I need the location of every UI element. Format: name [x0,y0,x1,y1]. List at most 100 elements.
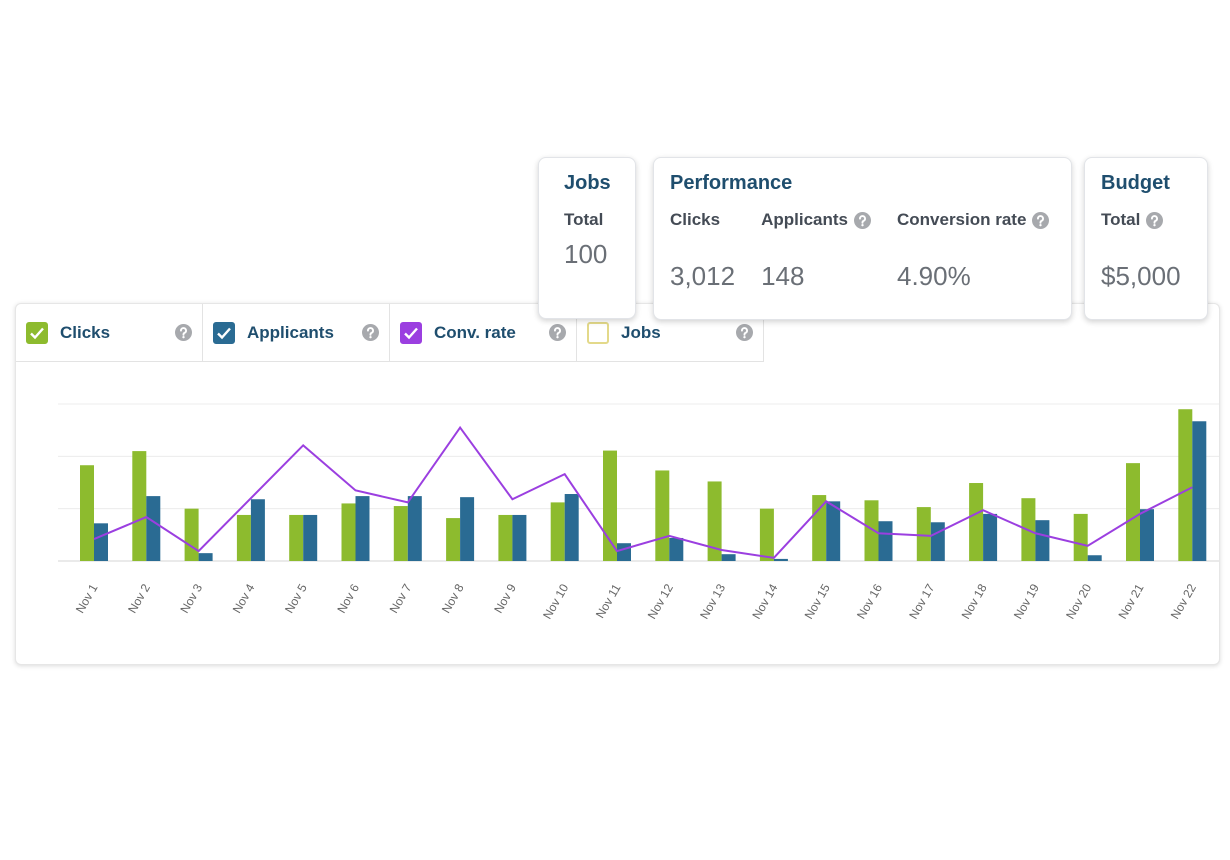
bar [969,483,984,561]
help-icon [175,324,192,341]
item-label-text: Applicants [761,210,848,229]
chart: Nov 1 Nov 2 Nov 3 Nov 4 Nov 5 Nov 6 Nov 7 Nov 8… [58,403,1219,621]
card-items: Clicks 3,012 Applicants 148 Conversion rate 4… [670,209,1055,292]
item-label: Applicants [761,209,871,231]
bar [773,558,788,561]
bar [916,507,931,561]
help-mark [858,214,866,224]
chart-card: Nov 1 Nov 2 Nov 3 Nov 4 Nov 5 Nov 6 Nov 7 Nov 8… [15,303,1220,665]
card-item: Total $5,000 [1101,209,1181,292]
bar [460,497,475,561]
card-item: Conversion rate 4.90% [896,209,1050,292]
x-tick-label: Nov 12 [645,581,676,621]
bar [564,494,579,561]
x-tick-label: Nov 21 [1115,581,1146,621]
bar [1073,513,1088,561]
x-tick-label: Nov 3 [177,581,205,615]
bar [617,543,631,561]
card-title: Jobs [564,172,611,194]
card-item: Total 100 [564,209,607,270]
x-tick-label: Nov 10 [540,581,571,621]
x-tick-label: Nov 16 [854,581,885,621]
line-series [93,425,1193,559]
item-label: Clicks [670,209,735,231]
help-icon [1032,211,1050,229]
bar [407,496,422,561]
x-tick-label: Nov 19 [1011,581,1042,621]
item-label-text: Total [564,210,604,229]
bar [198,553,213,561]
item-value: 3,012 [670,261,736,291]
summary-card: Jobs Total 100 [538,157,636,319]
bar [446,518,461,561]
bar [1140,509,1154,561]
help-icon [362,324,379,341]
x-tick-label: Nov 22 [1168,581,1199,621]
item-label-text: Clicks [670,210,721,229]
card-items: Total 100 [564,209,619,270]
legend-toggle[interactable]: Conv. rate [390,304,577,362]
bar [1087,555,1102,561]
bar [1178,409,1193,561]
help-dot [1153,223,1157,226]
checkbox-box [400,321,422,344]
legend-label: Applicants [247,322,334,342]
bar [1192,421,1207,561]
checkbox-check [404,327,418,339]
help-mark [553,327,561,336]
bar [132,451,147,561]
legend-toggle[interactable]: Clicks [16,304,203,362]
card-item: Applicants 148 [761,209,871,292]
checkbox[interactable] [26,321,48,344]
bar [184,508,199,561]
bar [393,506,408,561]
bar [355,496,370,561]
help-dot [556,336,559,339]
bar [603,450,617,561]
legend-toggle[interactable]: Applicants [203,304,390,362]
x-tick-label: Nov 14 [749,581,780,621]
help-mark [1151,214,1159,224]
bar [512,514,527,561]
checkbox-check [30,327,44,339]
help-mark [179,327,187,336]
legend-toggle[interactable]: Jobs [577,304,764,362]
item-label: Conversion rate [896,209,1050,231]
x-tick-label: Nov 6 [334,581,362,615]
checkbox-check [217,327,231,339]
checkbox[interactable] [400,321,422,344]
x-tick-label: Nov 9 [491,581,519,615]
item-value: 4.90% [896,261,971,291]
bar [80,465,94,561]
bar [669,537,684,561]
help-dot [182,336,185,339]
bar [864,500,879,561]
summary-card: Budget Total $5,000 [1084,157,1208,320]
x-tick-label: Nov 1 [73,581,101,615]
bar [550,502,565,561]
item-label-text: Conversion rate [896,210,1027,229]
summary-card: Performance Clicks 3,012 Applicants 148 Conve… [653,157,1072,320]
legend-label: Clicks [60,322,111,342]
help-icon [736,324,753,341]
bar [289,514,304,561]
bar [1035,520,1050,561]
bar [655,470,670,561]
item-value: $5,000 [1101,261,1181,291]
bar [983,513,998,561]
bar [721,554,736,561]
bar [826,501,841,561]
card-item: Clicks 3,012 [670,209,735,292]
card-title: Performance [670,172,793,194]
checkbox[interactable] [587,321,609,344]
x-tick-label: Nov 8 [439,581,467,615]
bar [707,481,722,561]
checkbox[interactable] [213,321,235,344]
bar [930,522,945,561]
help-dot [1039,223,1043,226]
item-label: Total [564,209,607,231]
item-value: 100 [564,239,608,269]
x-tick-label: Nov 18 [959,581,990,621]
help-mark [366,327,374,336]
